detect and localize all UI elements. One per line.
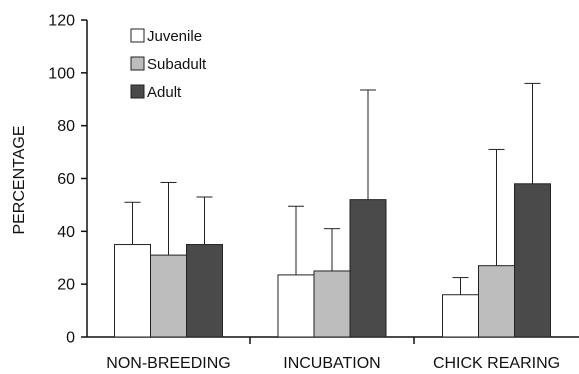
legend-swatch-adult <box>130 84 145 99</box>
y-tick-label: 100 <box>48 65 75 82</box>
legend-swatch-juvenile <box>130 28 145 43</box>
y-axis-title: PERCENTAGE <box>11 125 28 234</box>
category-label: INCUBATION <box>283 355 380 372</box>
bars <box>114 183 551 338</box>
y-tick-label: 0 <box>66 330 75 347</box>
legend: Juvenile Subadult Adult <box>130 28 207 101</box>
error-bars <box>124 82 541 295</box>
category-label: CHICK REARING <box>433 355 560 372</box>
y-tick-label: 120 <box>48 13 75 30</box>
bar-juvenile <box>277 274 315 338</box>
bar-adult <box>514 183 551 338</box>
y-tick-label: 40 <box>57 224 75 241</box>
category-labels: NON-BREEDING INCUBATION CHICK REARING <box>106 355 560 372</box>
category-label: NON-BREEDING <box>106 355 230 372</box>
legend-label-adult: Adult <box>147 84 182 101</box>
bar-subadult <box>478 265 515 338</box>
y-ticks: 0 20 40 60 80 100 120 <box>48 13 87 347</box>
legend-swatch-subadult <box>130 56 145 71</box>
y-tick-label: 20 <box>57 277 75 294</box>
legend-label-subadult: Subadult <box>147 56 207 73</box>
bar-subadult <box>313 270 351 338</box>
bar-adult <box>186 244 223 338</box>
bar-juvenile <box>114 244 151 338</box>
y-tick-label: 60 <box>57 171 75 188</box>
y-tick-label: 80 <box>57 118 75 135</box>
legend-label-juvenile: Juvenile <box>147 28 202 45</box>
bar-adult <box>349 199 387 338</box>
bar-subadult <box>150 254 187 338</box>
bar-juvenile <box>442 294 479 338</box>
